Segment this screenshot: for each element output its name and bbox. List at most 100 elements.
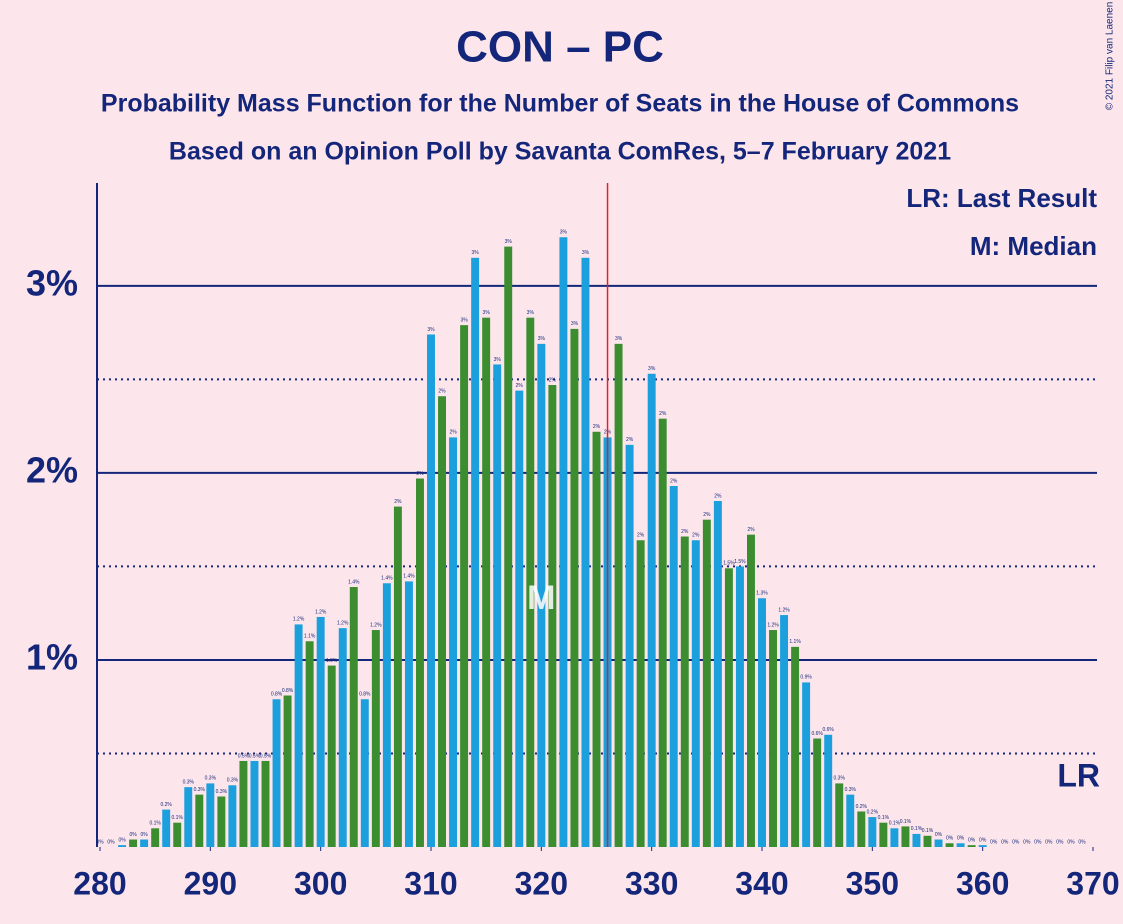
data-label: 0%: [107, 839, 115, 845]
bar: [118, 845, 127, 847]
data-label: 2%: [416, 471, 424, 477]
data-label: 3%: [582, 250, 590, 256]
data-label: 3%: [615, 336, 623, 342]
data-label: 1.4%: [348, 579, 360, 585]
bar: [371, 630, 380, 847]
data-label: 0%: [946, 836, 954, 842]
data-label: 2%: [593, 424, 601, 430]
chart-title: CON – PC: [456, 23, 664, 72]
data-label: 1.2%: [767, 622, 779, 628]
bar: [261, 760, 270, 847]
data-label: 0.1%: [172, 815, 184, 821]
data-label: 0.2%: [856, 804, 868, 810]
bar: [691, 540, 700, 847]
data-label: 1.2%: [337, 620, 349, 626]
data-label: 0.3%: [845, 787, 857, 793]
data-label: 2%: [659, 411, 667, 417]
data-label: 0.3%: [216, 789, 228, 795]
data-label: 0.3%: [834, 776, 846, 782]
bar: [912, 833, 921, 847]
data-label: 0.3%: [227, 778, 239, 784]
data-label: 3%: [648, 366, 656, 372]
bar: [460, 325, 469, 847]
bar: [349, 587, 358, 847]
bar: [758, 598, 766, 847]
data-label: 1.4%: [403, 574, 415, 580]
x-tick-label: 290: [184, 865, 237, 901]
data-label: 0.5%: [249, 753, 261, 759]
data-label: 2%: [516, 383, 524, 389]
x-tick-label: 340: [735, 865, 788, 901]
bar: [669, 486, 678, 847]
data-label: 0%: [979, 837, 987, 843]
bar: [614, 343, 623, 847]
bar: [548, 385, 557, 847]
data-label: 0%: [129, 832, 137, 838]
data-label: 1.0%: [326, 658, 338, 664]
x-tick-label: 300: [294, 865, 347, 901]
bar: [504, 246, 513, 847]
data-label: 0.1%: [922, 828, 934, 834]
data-label: 3%: [527, 310, 535, 316]
copyright: © 2021 Filip van Laenen: [1105, 2, 1116, 111]
bar: [526, 317, 535, 847]
data-label: 3%: [560, 230, 568, 236]
data-label: 3%: [571, 321, 579, 327]
bar: [129, 839, 138, 847]
bar: [250, 760, 259, 847]
data-label: 0.5%: [238, 753, 250, 759]
bar: [824, 734, 833, 847]
chart-subtitle: Probability Mass Function for the Number…: [101, 90, 1019, 118]
bar: [427, 334, 435, 847]
data-label: 0.1%: [878, 815, 890, 821]
data-label: 3%: [460, 317, 468, 323]
data-label: 3%: [472, 250, 480, 256]
data-label: 0%: [935, 832, 943, 838]
data-label: 0%: [968, 837, 976, 843]
bar: [404, 581, 413, 847]
bar: [735, 566, 744, 847]
bar: [449, 437, 458, 847]
x-tick-label: 330: [625, 865, 678, 901]
data-label: 3%: [538, 336, 546, 342]
bar: [636, 540, 645, 847]
data-label: 0.2%: [867, 809, 879, 815]
bar: [658, 418, 667, 847]
bar: [570, 328, 579, 847]
data-label: 1.3%: [756, 591, 768, 597]
bar: [184, 787, 193, 847]
x-tick-label: 280: [73, 865, 126, 901]
data-label: 0%: [1023, 839, 1031, 845]
bar: [890, 828, 899, 847]
data-label: 2%: [692, 533, 700, 539]
data-label: 0%: [1012, 839, 1020, 845]
x-tick-label: 360: [956, 865, 1009, 901]
bar: [945, 843, 954, 847]
data-label: 1.4%: [381, 576, 393, 582]
data-label: 0.1%: [911, 826, 923, 832]
bar: [382, 583, 391, 847]
bar: [592, 431, 601, 847]
bar: [195, 794, 204, 847]
data-label: 0%: [990, 839, 998, 845]
bar: [724, 568, 733, 847]
data-label: 0%: [118, 837, 126, 843]
bar: [360, 699, 369, 847]
x-tick-label: 310: [404, 865, 457, 901]
bar: [217, 796, 226, 847]
data-label: 3%: [505, 239, 513, 245]
bar: [415, 478, 424, 847]
bar: [151, 828, 160, 847]
data-label: 0.6%: [811, 731, 823, 737]
data-label: 0%: [1078, 839, 1086, 845]
data-label: 2%: [670, 478, 678, 484]
x-tick-label: 350: [846, 865, 899, 901]
bar: [857, 811, 866, 847]
data-label: 2%: [637, 533, 645, 539]
data-label: 0.3%: [183, 779, 195, 785]
bar: [493, 364, 502, 847]
bar: [967, 845, 976, 847]
bar: [713, 500, 722, 847]
bar: [272, 699, 281, 847]
